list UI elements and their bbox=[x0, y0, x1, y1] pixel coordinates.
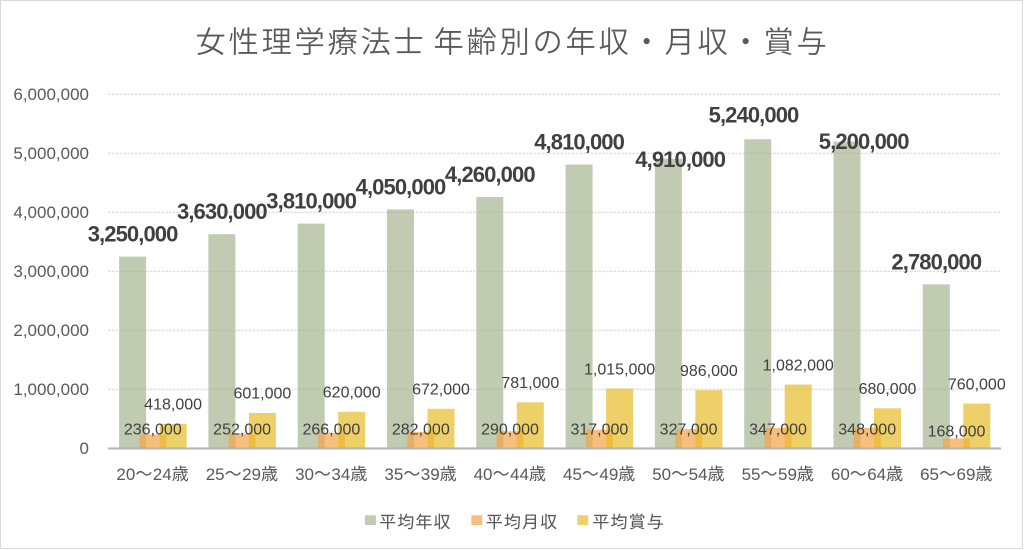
svg-text:49: 49 bbox=[599, 465, 618, 484]
svg-text:24: 24 bbox=[153, 465, 172, 484]
svg-text:64: 64 bbox=[867, 465, 886, 484]
svg-text:60: 60 bbox=[831, 465, 850, 484]
svg-text:3,000,000: 3,000,000 bbox=[13, 262, 89, 281]
svg-text:317,000: 317,000 bbox=[570, 422, 628, 439]
svg-text:4,050,000: 4,050,000 bbox=[356, 174, 446, 199]
svg-text:266,000: 266,000 bbox=[302, 422, 360, 439]
svg-text:672,000: 672,000 bbox=[412, 382, 470, 399]
svg-text:252,000: 252,000 bbox=[213, 422, 271, 439]
svg-text:781,000: 781,000 bbox=[501, 375, 559, 392]
svg-text:760,000: 760,000 bbox=[948, 376, 1006, 393]
svg-text:1,000,000: 1,000,000 bbox=[13, 380, 89, 399]
svg-text:30: 30 bbox=[295, 465, 314, 484]
svg-text:282,000: 282,000 bbox=[392, 422, 450, 439]
svg-text:327,000: 327,000 bbox=[660, 422, 718, 439]
svg-text:418,000: 418,000 bbox=[144, 397, 202, 414]
svg-text:69: 69 bbox=[957, 465, 976, 484]
svg-text:55: 55 bbox=[742, 465, 761, 484]
svg-text:986,000: 986,000 bbox=[680, 363, 738, 380]
svg-text:5,240,000: 5,240,000 bbox=[709, 103, 799, 128]
svg-text:25: 25 bbox=[206, 465, 225, 484]
svg-text:3,250,000: 3,250,000 bbox=[88, 222, 178, 247]
svg-text:168,000: 168,000 bbox=[928, 423, 986, 440]
svg-text:290,000: 290,000 bbox=[481, 422, 539, 439]
svg-text:1,082,000: 1,082,000 bbox=[763, 357, 834, 374]
svg-text:54: 54 bbox=[689, 465, 708, 484]
svg-text:4,000,000: 4,000,000 bbox=[13, 203, 89, 222]
svg-text:4,910,000: 4,910,000 bbox=[635, 147, 725, 172]
svg-text:680,000: 680,000 bbox=[859, 381, 917, 398]
svg-text:1,015,000: 1,015,000 bbox=[584, 361, 655, 378]
svg-text:40: 40 bbox=[474, 465, 493, 484]
svg-text:0: 0 bbox=[80, 439, 89, 458]
svg-text:44: 44 bbox=[510, 465, 529, 484]
svg-text:348,000: 348,000 bbox=[838, 422, 896, 439]
svg-text:4,810,000: 4,810,000 bbox=[534, 130, 624, 155]
svg-text:2,780,000: 2,780,000 bbox=[891, 249, 981, 274]
svg-text:34: 34 bbox=[331, 465, 350, 484]
svg-text:601,000: 601,000 bbox=[233, 386, 291, 403]
svg-text:620,000: 620,000 bbox=[323, 385, 381, 402]
svg-text:2,000,000: 2,000,000 bbox=[13, 321, 89, 340]
svg-text:20: 20 bbox=[116, 465, 135, 484]
svg-text:59: 59 bbox=[778, 465, 797, 484]
svg-text:35: 35 bbox=[384, 465, 403, 484]
svg-text:6,000,000: 6,000,000 bbox=[13, 85, 89, 104]
svg-text:347,000: 347,000 bbox=[749, 422, 807, 439]
svg-text:45: 45 bbox=[563, 465, 582, 484]
svg-text:50: 50 bbox=[652, 465, 671, 484]
svg-text:4,260,000: 4,260,000 bbox=[445, 162, 535, 187]
svg-text:5,200,000: 5,200,000 bbox=[819, 129, 909, 154]
svg-text:39: 39 bbox=[421, 465, 440, 484]
svg-text:5,000,000: 5,000,000 bbox=[13, 144, 89, 163]
svg-text:3,810,000: 3,810,000 bbox=[266, 189, 356, 214]
svg-text:236,000: 236,000 bbox=[124, 422, 182, 439]
svg-text:65: 65 bbox=[920, 465, 939, 484]
svg-text:3,630,000: 3,630,000 bbox=[177, 199, 267, 224]
svg-text:29: 29 bbox=[242, 465, 261, 484]
